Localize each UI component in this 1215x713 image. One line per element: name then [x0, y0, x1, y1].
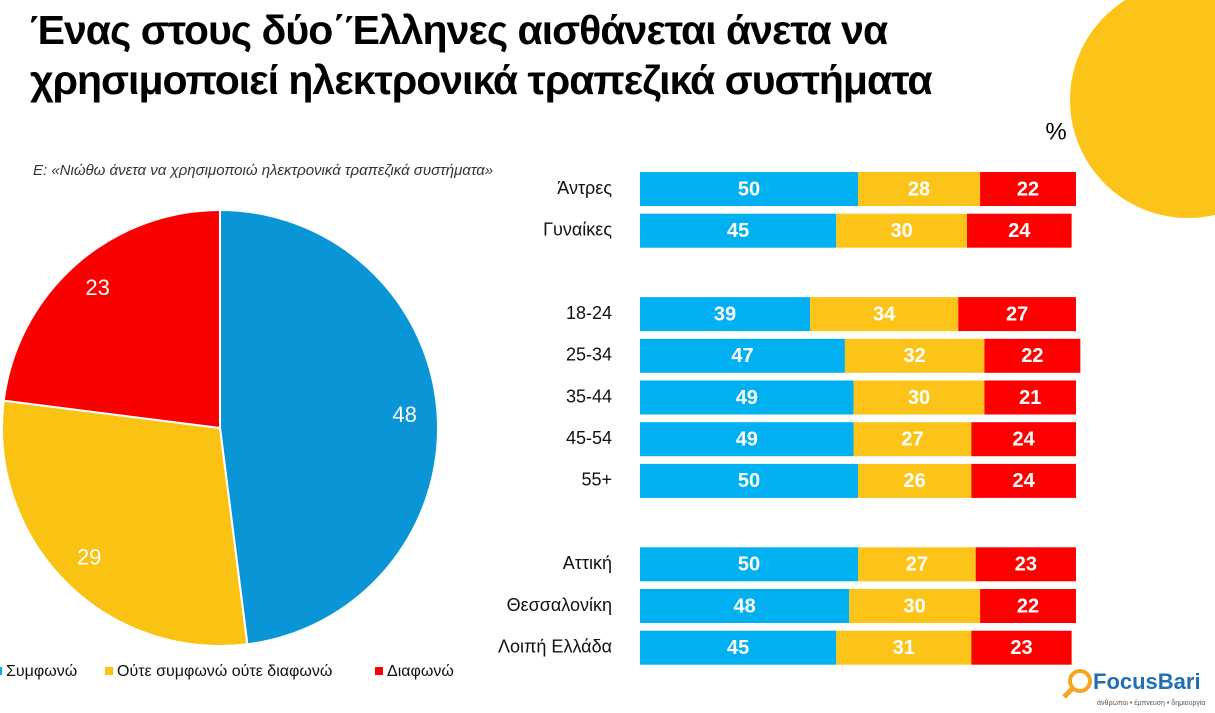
- bar-segment: [640, 547, 858, 582]
- logo-icon: [1068, 669, 1092, 693]
- bar-segment: [640, 422, 854, 457]
- category-label: Θεσσαλονίκη: [507, 595, 612, 615]
- unit: %: [1045, 118, 1066, 145]
- pie-label: 29: [77, 545, 101, 570]
- bar-label: 23: [1015, 554, 1037, 576]
- bar-label: 26: [904, 470, 926, 492]
- title: Ένας στους δύο΄Έλληνες αισθάνεται άνετα …: [30, 7, 933, 103]
- bar-segment: [849, 589, 981, 623]
- bar-segment: [640, 589, 850, 623]
- bar-segment: [984, 338, 1081, 373]
- question: Ε: «Νιώθω άνετα να χρησιμοποιώ ηλεκτρονι…: [33, 162, 494, 179]
- pie-label: 23: [85, 275, 109, 300]
- pie-label: 48: [392, 402, 416, 427]
- bar-label: 30: [908, 387, 930, 409]
- bar-label: 22: [1017, 178, 1039, 200]
- bar-segment: [640, 630, 837, 665]
- bar-label: 23: [1010, 637, 1032, 659]
- bar-label: 30: [904, 595, 926, 617]
- bar-segment: [958, 297, 1076, 332]
- category-label: Γυναίκες: [543, 219, 612, 239]
- bar-segment: [640, 213, 837, 248]
- bar-segment: [858, 547, 976, 582]
- logo: FocusBari άνθρωποι • έμπνευση • δημιουργ…: [1062, 669, 1205, 707]
- bar-label: 45: [727, 220, 749, 242]
- legend-label: Διαφωνώ: [387, 663, 454, 680]
- bar-segment: [640, 338, 845, 373]
- bar-segment: [971, 630, 1072, 665]
- bar-segment: [984, 380, 1076, 415]
- bar-segment: [975, 547, 1076, 582]
- pie-slice: [2, 208, 221, 430]
- question-box: Ε: «Νιώθω άνετα να χρησιμοποιώ ηλεκτρονι…: [33, 162, 494, 179]
- bar-label: 28: [908, 178, 930, 200]
- bar-segment: [858, 463, 972, 498]
- bar-label: 21: [1019, 387, 1041, 409]
- legend-marker: [105, 667, 113, 675]
- category-label: 45-54: [566, 428, 612, 448]
- bar-segment: [810, 297, 959, 332]
- legend-marker: [0, 667, 2, 675]
- bar-segment: [844, 338, 985, 373]
- logo-icon-handle: [1062, 686, 1075, 699]
- legend-marker: [375, 667, 383, 675]
- bar-label: 27: [906, 554, 928, 576]
- bar-label: 24: [1008, 220, 1031, 242]
- bar-label: 24: [1013, 428, 1036, 450]
- bar-label: 50: [738, 470, 760, 492]
- bar-segment: [640, 297, 811, 332]
- bar-label: 24: [1013, 470, 1036, 492]
- bar-label: 49: [736, 428, 758, 450]
- bar-segment: [858, 172, 981, 206]
- bar-label: 49: [736, 387, 758, 409]
- title-box: Ένας στους δύο΄Έλληνες αισθάνεται άνετα …: [30, 7, 933, 103]
- pie-slice: [219, 208, 439, 646]
- category-label: 18-24: [566, 303, 612, 323]
- legend-label: Ούτε συμφωνώ ούτε διαφωνώ: [117, 663, 332, 680]
- bar-segment: [980, 589, 1076, 623]
- bar-label: 22: [1021, 345, 1043, 367]
- pie-slice: [1, 399, 249, 647]
- bar-label: 22: [1017, 595, 1039, 617]
- bar-label: 30: [890, 220, 912, 242]
- legend-label: Συμφωνώ: [6, 663, 77, 680]
- logo-tagline: άνθρωποι • έμπνευση • δημιουργία: [1097, 699, 1205, 707]
- bar-segment: [853, 380, 985, 415]
- bar-label: 50: [738, 178, 760, 200]
- category-label: Αττική: [563, 553, 612, 573]
- bar-segment: [836, 213, 967, 248]
- bar-label: 32: [904, 345, 926, 367]
- bar-label: 50: [738, 554, 760, 576]
- category-label: Λοιπή Ελλάδα: [498, 636, 612, 656]
- bar-label: 39: [714, 303, 736, 325]
- bar-segment: [971, 463, 1076, 498]
- bar-label: 47: [731, 345, 753, 367]
- bar-label: 34: [873, 303, 896, 325]
- bar-segment: [640, 172, 858, 206]
- bar-segment: [640, 463, 858, 498]
- category-label: 25-34: [566, 345, 612, 365]
- category-label: 35-44: [566, 386, 612, 406]
- category-label: Άντρες: [557, 178, 612, 198]
- category-label: 55+: [581, 470, 612, 490]
- bar-label: 27: [901, 428, 923, 450]
- bar-segment: [853, 422, 972, 457]
- bar-segment: [971, 422, 1076, 457]
- bar-segment: [967, 213, 1072, 248]
- bar-segment: [980, 172, 1076, 206]
- bar-label: 27: [1006, 303, 1028, 325]
- bar-segment: [836, 630, 972, 665]
- bar-segment: [640, 380, 854, 415]
- decor-circle: [1070, 0, 1215, 218]
- bar-label: 31: [893, 637, 915, 659]
- bar-label: 45: [727, 637, 749, 659]
- logo-name: FocusBari: [1093, 669, 1201, 694]
- bar-label: 48: [734, 595, 756, 617]
